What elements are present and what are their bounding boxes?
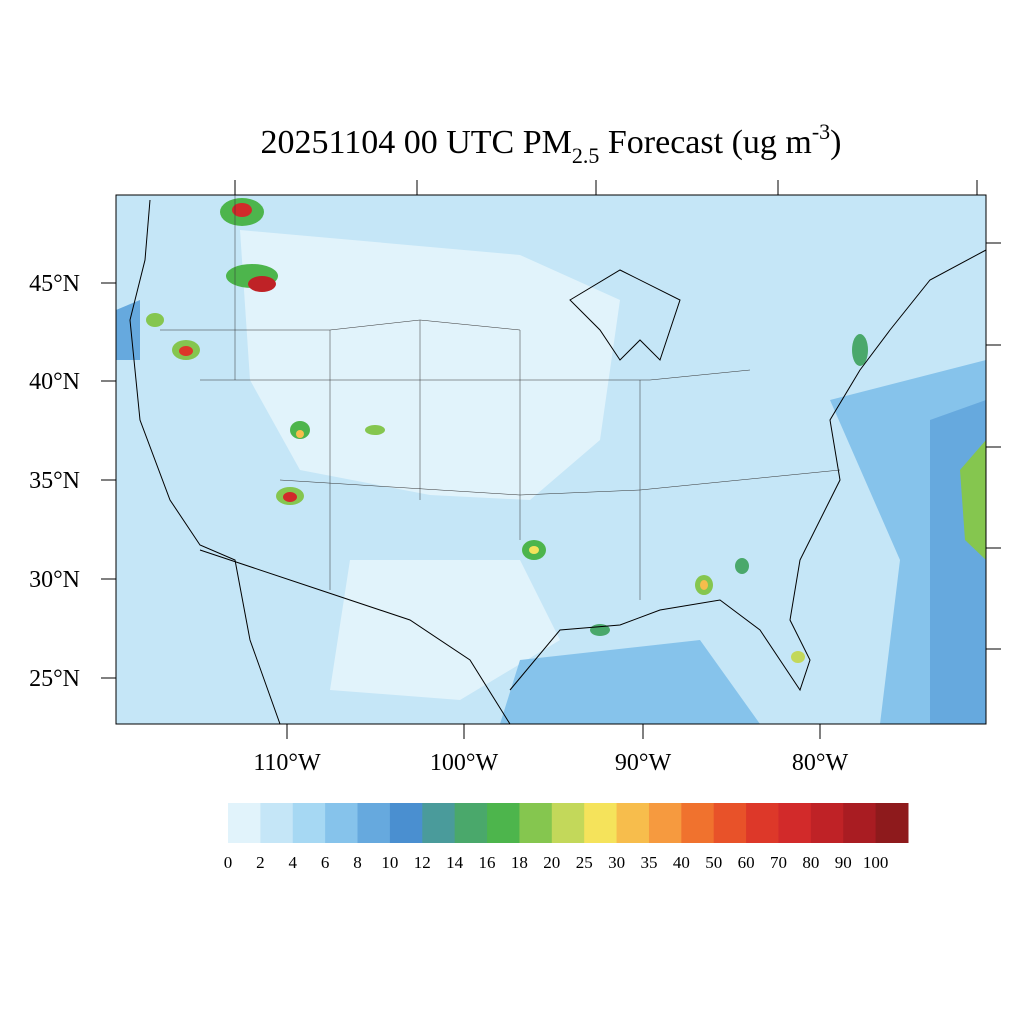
lon-label: 90°W	[615, 750, 672, 776]
map-frame	[115, 194, 987, 725]
colorbar-box	[292, 803, 326, 843]
colorbar-box	[843, 803, 877, 843]
title-main: 20251104 00 UTC PM	[261, 124, 572, 161]
colorbar-box	[875, 803, 909, 843]
colorbar-label: 2	[256, 853, 265, 872]
map-field	[116, 195, 986, 724]
colorbar-box	[389, 803, 423, 843]
colorbar-label: 80	[802, 853, 819, 872]
colorbar-box	[454, 803, 488, 843]
colorbar-label: 0	[224, 853, 233, 872]
colorbar-label: 30	[608, 853, 625, 872]
colorbar-label: 90	[835, 853, 852, 872]
colorbar-label: 14	[446, 853, 464, 872]
lat-label: 40°N	[29, 369, 80, 395]
colorbar-box	[648, 803, 682, 843]
colorbar-box	[681, 803, 715, 843]
colorbar-box	[551, 803, 585, 843]
title-end: )	[830, 124, 841, 161]
title-sub: 2.5	[572, 143, 600, 168]
colorbar-box	[778, 803, 812, 843]
colorbar-label: 25	[576, 853, 593, 872]
colorbar-label: 8	[353, 853, 362, 872]
title: 20251104 00 UTC PM2.5 Forecast (ug m-3)	[261, 119, 842, 168]
lat-label: 30°N	[29, 567, 80, 593]
colorbar-label: 60	[738, 853, 755, 872]
colorbar-box	[228, 803, 261, 843]
colorbar-label: 20	[543, 853, 560, 872]
lon-label: 110°W	[253, 750, 321, 776]
colorbar-box	[616, 803, 650, 843]
colorbar-box	[584, 803, 618, 843]
lon-label: 80°W	[792, 750, 849, 776]
colorbar-label: 100	[863, 853, 889, 872]
colorbar-box	[357, 803, 391, 843]
colorbar-box	[487, 803, 520, 843]
colorbar-box	[713, 803, 747, 843]
colorbar-box	[422, 803, 456, 843]
frame-ticks	[101, 180, 1001, 739]
colorbar-box	[325, 803, 359, 843]
colorbar-label: 18	[511, 853, 528, 872]
colorbar-label: 50	[705, 853, 722, 872]
title-rest: Forecast (ug m	[599, 124, 811, 161]
colorbar-label: 40	[673, 853, 690, 872]
colorbar-box	[810, 803, 844, 843]
title-sup: -3	[812, 119, 830, 144]
colorbar-label: 16	[479, 853, 496, 872]
colorbar-box	[260, 803, 294, 843]
colorbar-label: 6	[321, 853, 330, 872]
colorbar-box	[746, 803, 779, 843]
colorbar-label: 12	[414, 853, 431, 872]
lat-label: 45°N	[29, 271, 80, 297]
colorbar-label: 10	[381, 853, 398, 872]
lat-label: 35°N	[29, 468, 80, 494]
lon-label: 100°W	[430, 750, 499, 776]
colorbar-label: 4	[289, 853, 298, 872]
colorbar-label: 35	[640, 853, 657, 872]
lat-label: 25°N	[29, 666, 80, 692]
colorbar-box	[519, 803, 553, 843]
colorbar-label: 70	[770, 853, 787, 872]
